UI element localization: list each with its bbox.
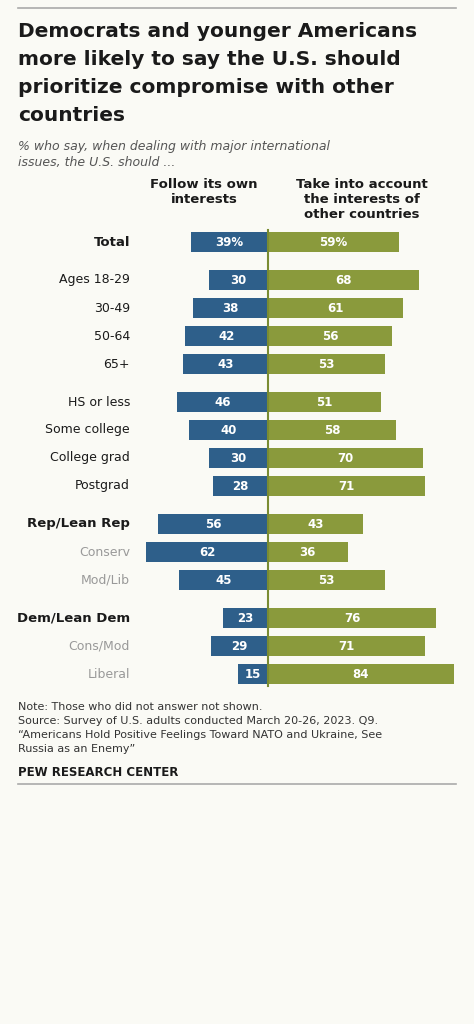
Bar	[223, 608, 268, 628]
Text: 38: 38	[222, 301, 239, 314]
Text: 58: 58	[324, 424, 340, 436]
Bar	[268, 636, 425, 656]
Bar	[183, 354, 268, 374]
Bar	[268, 476, 425, 496]
Bar	[268, 326, 392, 346]
Bar	[268, 608, 436, 628]
Bar	[268, 420, 396, 440]
Text: 46: 46	[214, 395, 231, 409]
Text: Russia as an Enemy”: Russia as an Enemy”	[18, 744, 135, 754]
Text: 28: 28	[232, 479, 249, 493]
Text: 43: 43	[218, 357, 234, 371]
Text: Dem/Lean Dem: Dem/Lean Dem	[17, 611, 130, 625]
Bar	[177, 392, 268, 412]
Text: more likely to say the U.S. should: more likely to say the U.S. should	[18, 50, 401, 69]
Bar	[268, 449, 423, 468]
Text: 62: 62	[199, 546, 215, 558]
Text: countries: countries	[18, 106, 125, 125]
Text: 30-49: 30-49	[94, 301, 130, 314]
Text: College grad: College grad	[50, 452, 130, 465]
Bar	[191, 232, 268, 252]
Text: issues, the U.S. should ...: issues, the U.S. should ...	[18, 156, 175, 169]
Text: % who say, when dealing with major international: % who say, when dealing with major inter…	[18, 140, 330, 153]
Bar	[185, 326, 268, 346]
Text: prioritize compromise with other: prioritize compromise with other	[18, 78, 394, 97]
Text: 15: 15	[245, 668, 262, 681]
Bar	[268, 232, 399, 252]
Text: HS or less: HS or less	[68, 395, 130, 409]
Text: “Americans Hold Positive Feelings Toward NATO and Ukraine, See: “Americans Hold Positive Feelings Toward…	[18, 730, 382, 740]
Text: Rep/Lean Rep: Rep/Lean Rep	[27, 517, 130, 530]
Text: 29: 29	[231, 640, 247, 652]
Bar	[211, 636, 268, 656]
Text: Some college: Some college	[46, 424, 130, 436]
Bar	[209, 270, 268, 290]
Text: 36: 36	[300, 546, 316, 558]
Text: PEW RESEARCH CENTER: PEW RESEARCH CENTER	[18, 766, 178, 779]
Bar	[268, 298, 403, 318]
Text: Cons/Mod: Cons/Mod	[69, 640, 130, 652]
Bar	[158, 514, 268, 534]
Text: 70: 70	[337, 452, 354, 465]
Text: 61: 61	[328, 301, 344, 314]
Text: Follow its own
interests: Follow its own interests	[150, 178, 258, 206]
Text: 53: 53	[319, 357, 335, 371]
Bar	[268, 392, 381, 412]
Bar	[268, 570, 385, 590]
Text: Total: Total	[93, 236, 130, 249]
Text: Postgrad: Postgrad	[75, 479, 130, 493]
Bar	[209, 449, 268, 468]
Text: 56: 56	[205, 517, 221, 530]
Text: 43: 43	[308, 517, 324, 530]
Text: 30: 30	[230, 273, 246, 287]
Text: Ages 18-29: Ages 18-29	[59, 273, 130, 287]
Bar	[189, 420, 268, 440]
Text: 45: 45	[216, 573, 232, 587]
Text: 39%: 39%	[216, 236, 244, 249]
Text: Source: Survey of U.S. adults conducted March 20-26, 2023. Q9.: Source: Survey of U.S. adults conducted …	[18, 716, 378, 726]
Bar	[193, 298, 268, 318]
Text: 59%: 59%	[319, 236, 347, 249]
Text: 71: 71	[338, 640, 355, 652]
Bar	[268, 270, 419, 290]
Bar	[146, 542, 268, 562]
Text: 50-64: 50-64	[94, 330, 130, 342]
Text: 84: 84	[353, 668, 369, 681]
Text: Democrats and younger Americans: Democrats and younger Americans	[18, 22, 417, 41]
Text: Take into account
the interests of
other countries: Take into account the interests of other…	[296, 178, 428, 221]
Text: Conserv: Conserv	[79, 546, 130, 558]
Text: Note: Those who did not answer not shown.: Note: Those who did not answer not shown…	[18, 702, 263, 712]
Bar	[268, 542, 348, 562]
Bar	[179, 570, 268, 590]
Text: 76: 76	[344, 611, 360, 625]
Text: 42: 42	[219, 330, 235, 342]
Text: 51: 51	[316, 395, 333, 409]
Text: Liberal: Liberal	[88, 668, 130, 681]
Bar	[268, 664, 454, 684]
Text: 68: 68	[335, 273, 352, 287]
Bar	[213, 476, 268, 496]
Bar	[268, 354, 385, 374]
Bar	[238, 664, 268, 684]
Bar	[268, 514, 363, 534]
Text: 30: 30	[230, 452, 246, 465]
Text: 40: 40	[220, 424, 237, 436]
Text: 53: 53	[319, 573, 335, 587]
Text: 71: 71	[338, 479, 355, 493]
Text: 23: 23	[237, 611, 254, 625]
Text: 56: 56	[322, 330, 338, 342]
Text: Mod/Lib: Mod/Lib	[81, 573, 130, 587]
Text: 65+: 65+	[103, 357, 130, 371]
